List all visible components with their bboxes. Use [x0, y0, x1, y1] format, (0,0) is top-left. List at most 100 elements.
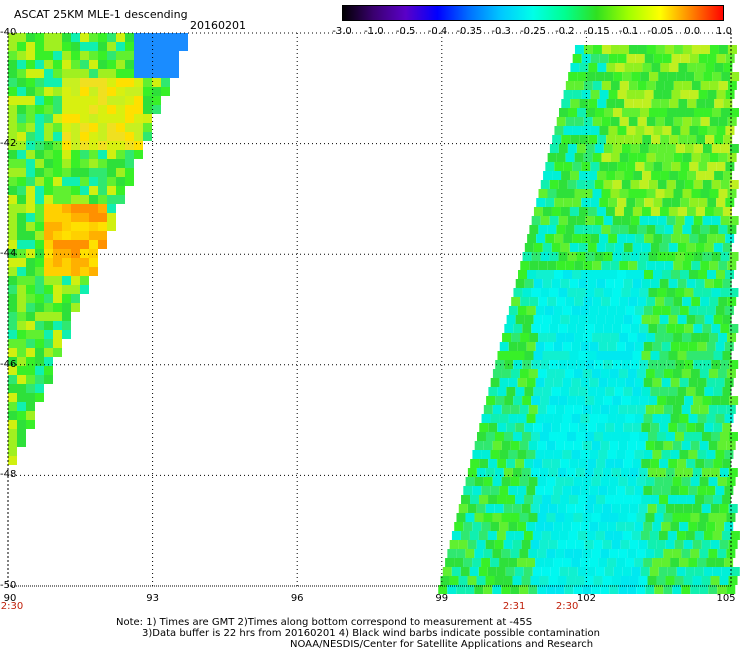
swath-cell [622, 531, 632, 540]
swath-cell [677, 207, 687, 216]
swath-cell [723, 171, 733, 180]
swath-cell [589, 378, 599, 387]
swath-cell [535, 522, 545, 531]
swath-cell [71, 159, 80, 168]
swath-cell [125, 69, 134, 78]
swath-cell [53, 240, 62, 249]
swath-cell [718, 45, 728, 54]
swath-cell [8, 186, 17, 195]
swath-cell [655, 225, 665, 234]
swath-cell [522, 360, 532, 369]
swath-cell [667, 531, 677, 540]
swath-cell [527, 234, 537, 243]
swath-cell [71, 177, 80, 186]
swath-cell [596, 351, 606, 360]
swath-cell [538, 225, 548, 234]
swath-cell [594, 324, 604, 333]
swath-cell [107, 150, 116, 159]
swath-cell [727, 81, 737, 90]
swath-cell [575, 504, 585, 513]
swath-cell [583, 45, 593, 54]
swath-cell [594, 396, 604, 405]
swath-cell [579, 99, 589, 108]
swath-cell [647, 504, 657, 513]
swath-cell [134, 42, 143, 51]
swath-cell [730, 567, 740, 576]
swath-cell [623, 351, 633, 360]
swath-cell [481, 450, 491, 459]
swath-cell [544, 306, 554, 315]
swath-cell [618, 513, 628, 522]
swath-cell [648, 180, 658, 189]
swath-cell [512, 432, 522, 441]
swath-cell [494, 432, 504, 441]
swath-cell [80, 60, 89, 69]
swath-cell [623, 279, 633, 288]
swath-cell [661, 558, 671, 567]
swath-cell [713, 315, 723, 324]
swath-cell [716, 54, 726, 63]
swath-cell [89, 78, 98, 87]
swath-cell [479, 495, 489, 504]
swath-cell [692, 576, 702, 585]
swath-cell [490, 558, 500, 567]
swath-cell [665, 432, 675, 441]
swath-cell [709, 153, 719, 162]
swath-cell [116, 150, 125, 159]
swath-cell [587, 495, 597, 504]
swath-cell [647, 432, 657, 441]
swath-cell [693, 252, 703, 261]
swath-cell [566, 576, 576, 585]
swath-cell [695, 279, 705, 288]
swath-cell [80, 186, 89, 195]
swath-cell [632, 495, 642, 504]
swath-cell [8, 60, 17, 69]
swath-cell [594, 180, 604, 189]
swath-cell [707, 234, 717, 243]
swath-cell [587, 351, 597, 360]
swath-cell [44, 321, 53, 330]
swath-cell [605, 351, 615, 360]
swath-cell [607, 306, 617, 315]
swath-cell [678, 99, 688, 108]
swath-cell [533, 387, 543, 396]
swath-cell [653, 198, 663, 207]
swath-cell [684, 252, 694, 261]
swath-cell [630, 180, 640, 189]
swath-cell [633, 171, 643, 180]
swath-cell [515, 459, 525, 468]
swath-cell [578, 495, 588, 504]
swath-cell [589, 486, 599, 495]
swath-cell [598, 378, 608, 387]
swath-cell [682, 297, 692, 306]
swath-cell [71, 150, 80, 159]
swath-cell [537, 369, 547, 378]
swath-cell [572, 54, 582, 63]
swath-cell [722, 459, 732, 468]
swath-cell [716, 234, 726, 243]
swath-cell [665, 540, 675, 549]
swath-cell [617, 126, 627, 135]
swath-cell [26, 42, 35, 51]
swath-cell [44, 357, 53, 366]
latitude-tick-label: -48 [0, 469, 17, 481]
swath-cell [578, 279, 588, 288]
swath-cell [496, 531, 506, 540]
swath-cell [501, 513, 511, 522]
swath-cell [693, 216, 703, 225]
swath-cell [634, 378, 644, 387]
swath-cell [694, 72, 704, 81]
swath-cell [537, 405, 547, 414]
swath-cell [531, 360, 541, 369]
swath-cell [581, 198, 591, 207]
swath-cell [53, 159, 62, 168]
swath-cell [89, 186, 98, 195]
swath-cell [26, 321, 35, 330]
swath-cell [26, 213, 35, 222]
swath-cell [53, 60, 62, 69]
swath-cell [576, 288, 586, 297]
swath-cell [116, 33, 125, 42]
swath-cell [35, 159, 44, 168]
swath-cell [562, 378, 572, 387]
swath-cell [601, 225, 611, 234]
